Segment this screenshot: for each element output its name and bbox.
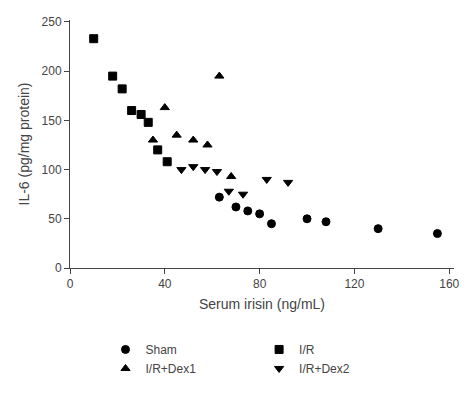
svg-text:40: 40 (158, 277, 172, 291)
svg-text:Serum irisin (ng/mL): Serum irisin (ng/mL) (199, 296, 325, 312)
svg-text:0: 0 (67, 277, 74, 291)
svg-text:150: 150 (42, 114, 62, 128)
svg-text:200: 200 (42, 64, 62, 78)
svg-text:250: 250 (42, 15, 62, 29)
svg-text:120: 120 (344, 277, 364, 291)
svg-text:50: 50 (48, 212, 62, 226)
svg-text:80: 80 (253, 277, 267, 291)
svg-text:IL-6 (pg/mg protein): IL-6 (pg/mg protein) (16, 83, 32, 206)
svg-text:I/R+Dex1: I/R+Dex1 (146, 362, 197, 376)
svg-text:Sham: Sham (146, 343, 177, 357)
svg-text:160: 160 (439, 277, 459, 291)
svg-text:100: 100 (42, 163, 62, 177)
svg-text:I/R: I/R (299, 343, 315, 357)
svg-text:I/R+Dex2: I/R+Dex2 (299, 362, 350, 376)
svg-text:0: 0 (55, 261, 62, 275)
